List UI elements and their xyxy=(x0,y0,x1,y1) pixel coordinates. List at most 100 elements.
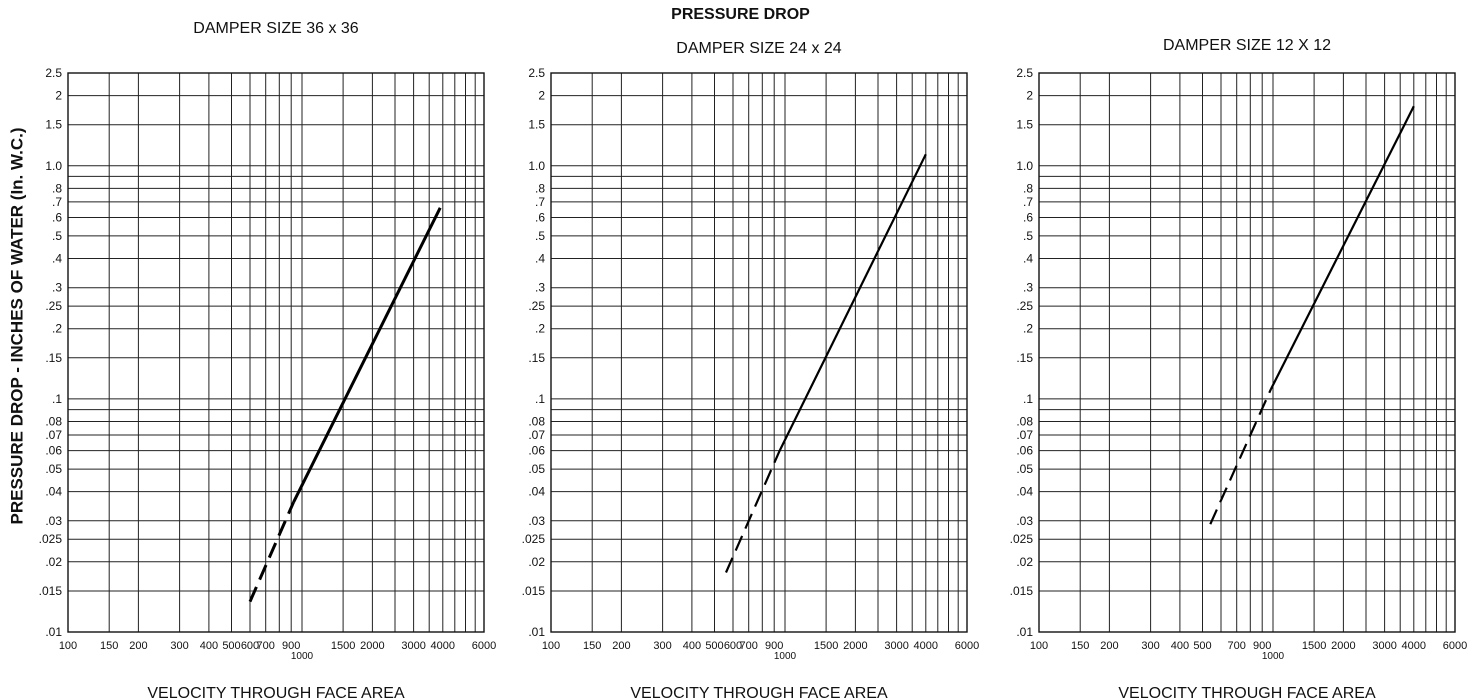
panel-3-plot-frame xyxy=(1038,72,1456,633)
panel-2-ytick-label: .15 xyxy=(528,351,545,365)
panel-2-ytick-label: .03 xyxy=(528,514,545,528)
panel-3-ytick-label: .3 xyxy=(1023,281,1033,295)
panel-1-xtick-label: 4000 xyxy=(431,640,455,652)
panel-2-ytick-label: .2 xyxy=(535,322,545,336)
panel-2-xtick-label: 600 xyxy=(724,640,742,652)
panel-3-xtick-label: 400 xyxy=(1171,640,1189,652)
panel-1-plot-frame xyxy=(67,72,485,633)
panel-1-xtick-label: 300 xyxy=(170,640,188,652)
panel-1-title: DAMPER SIZE 36 x 36 xyxy=(193,20,358,37)
panel-2-ytick-label: .01 xyxy=(528,625,545,639)
panel-1-ytick-label: .06 xyxy=(45,444,62,458)
panel-2-title: DAMPER SIZE 24 x 24 xyxy=(676,40,841,57)
panel-3-ytick-label: .8 xyxy=(1023,181,1033,195)
panel-3-ytick-label: 1.5 xyxy=(1016,118,1033,132)
panel-3-ytick-label: .1 xyxy=(1023,392,1033,406)
panel-1-ytick-label: .3 xyxy=(52,281,62,295)
panel-3-xtick-label: 300 xyxy=(1141,640,1159,652)
panel-2-xtick-label: 400 xyxy=(683,640,701,652)
panel-2-ytick-label: 2 xyxy=(538,89,545,103)
panel-3-ytick-label: .02 xyxy=(1016,555,1033,569)
panel-3-ytick-label: .15 xyxy=(1016,351,1033,365)
panel-3-ytick-label: .01 xyxy=(1016,625,1033,639)
panel-1-ytick-label: .25 xyxy=(45,299,62,313)
panel-3-ytick-label: 1.0 xyxy=(1016,159,1033,173)
panel-2-ytick-label: .4 xyxy=(535,252,545,266)
panel-3-ytick-label: 2 xyxy=(1026,89,1033,103)
panel-3-xtick-label: 700 xyxy=(1228,640,1246,652)
panel-1-ytick-label: .015 xyxy=(39,584,63,598)
panel-3-xtick-label: 3000 xyxy=(1372,640,1396,652)
panel-3-ytick-label: 2.5 xyxy=(1016,66,1033,80)
panel-2-ytick-label: .025 xyxy=(522,532,546,546)
panel-2-series-dashed xyxy=(724,450,781,573)
panel-3-ytick-label: .025 xyxy=(1010,532,1034,546)
panel-3-ytick-label: .25 xyxy=(1016,299,1033,313)
panel-3-xtick-label: 6000 xyxy=(1443,640,1467,652)
panel-1-ytick-label: .2 xyxy=(52,322,62,336)
panel-2-xtick-label: 6000 xyxy=(955,640,979,652)
panel-1-ytick-label: .04 xyxy=(45,485,62,499)
panel-2-xtick-label: 300 xyxy=(653,640,671,652)
panel-2-xtick-label: 1000 xyxy=(774,651,797,662)
panel-1-ytick-label: .02 xyxy=(45,555,62,569)
panel-1-ytick-label: .03 xyxy=(45,514,62,528)
panel-2-x-axis-title: VELOCITY THROUGH FACE AREA xyxy=(630,685,888,700)
panel-1-ytick-label: .7 xyxy=(52,195,62,209)
panel-1-ytick-label: .6 xyxy=(52,211,62,225)
panel-1-xtick-label: 100 xyxy=(59,640,77,652)
panel-2-xtick-label: 900 xyxy=(765,640,783,652)
panel-3-xtick-label: 1500 xyxy=(1302,640,1326,652)
panel-2-xtick-label: 700 xyxy=(740,640,758,652)
panel-3-x-axis-title: VELOCITY THROUGH FACE AREA xyxy=(1118,685,1376,700)
panel-1-ytick-label: .01 xyxy=(45,625,62,639)
panel-1-ytick-label: .07 xyxy=(45,428,62,442)
panel-3-xtick-label: 500 xyxy=(1193,640,1211,652)
panel-3-series-dashed xyxy=(1209,388,1272,525)
panel-3-xtick-label: 1000 xyxy=(1262,651,1285,662)
panel-1-xtick-label: 400 xyxy=(200,640,218,652)
panel-1-ytick-label: 2.5 xyxy=(45,66,62,80)
panel-2-ytick-label: .7 xyxy=(535,195,545,209)
panel-2-ytick-label: .06 xyxy=(528,444,545,458)
panel-1-xtick-label: 500 xyxy=(222,640,240,652)
panel-1-ytick-label: .15 xyxy=(45,351,62,365)
panel-1-xtick-label: 600 xyxy=(241,640,259,652)
panel-3-ytick-label: .05 xyxy=(1016,462,1033,476)
panel-1-xtick-label: 200 xyxy=(129,640,147,652)
panel-3-xtick-label: 2000 xyxy=(1331,640,1355,652)
panel-1-ytick-label: .025 xyxy=(39,532,63,546)
panel-3-ytick-label: .2 xyxy=(1023,322,1033,336)
panel-1-ytick-label: .4 xyxy=(52,252,62,266)
panel-2-ytick-label: .04 xyxy=(528,485,545,499)
panel-1-ytick-label: .5 xyxy=(52,229,62,243)
panel-1-xtick-label: 1500 xyxy=(331,640,355,652)
panel-2-xtick-label: 2000 xyxy=(843,640,867,652)
panel-1-series-dashed xyxy=(248,501,295,603)
panel-1-series-solid xyxy=(292,207,442,503)
panel-1-xtick-label: 1000 xyxy=(291,651,314,662)
panel-2-ytick-label: .6 xyxy=(535,211,545,225)
panel-3-ytick-label: .04 xyxy=(1016,485,1033,499)
panel-2-ytick-label: .1 xyxy=(535,392,545,406)
panel-3-ytick-label: .06 xyxy=(1016,444,1033,458)
panel-3-title: DAMPER SIZE 12 X 12 xyxy=(1163,37,1331,54)
panel-3-ytick-label: .4 xyxy=(1023,252,1033,266)
panel-1-xtick-label: 700 xyxy=(257,640,275,652)
main-title: PRESSURE DROP xyxy=(671,6,810,23)
panel-1-ytick-label: .05 xyxy=(45,462,62,476)
panel-2-xtick-label: 200 xyxy=(612,640,630,652)
panel-3-xtick-label: 150 xyxy=(1071,640,1089,652)
panel-3-xtick-label: 900 xyxy=(1253,640,1271,652)
panel-2-xtick-label: 150 xyxy=(583,640,601,652)
panel-2-ytick-label: 1.5 xyxy=(528,118,545,132)
panel-2-xtick-label: 500 xyxy=(705,640,723,652)
panel-2-ytick-label: .015 xyxy=(522,584,546,598)
panel-2-ytick-label: .07 xyxy=(528,428,545,442)
panel-3-ytick-label: .08 xyxy=(1016,415,1033,429)
panel-1-ytick-label: 2 xyxy=(55,89,62,103)
panel-1-x-axis-title: VELOCITY THROUGH FACE AREA xyxy=(147,685,405,700)
panel-3-xtick-label: 4000 xyxy=(1402,640,1426,652)
panel-3-xtick-label: 100 xyxy=(1030,640,1048,652)
